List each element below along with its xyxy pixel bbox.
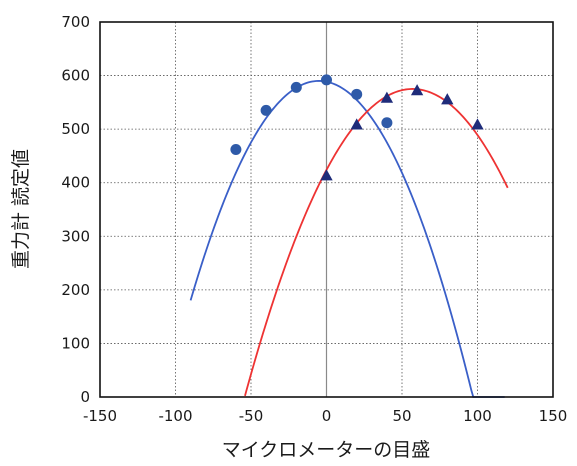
data-point-triangle [441,93,454,105]
x-tick-label: 150 [539,407,568,425]
data-markers [230,74,484,181]
data-point-triangle [350,118,363,130]
y-tick-label: 200 [61,281,90,299]
grid [100,22,553,397]
data-point-triangle [410,84,424,96]
y-axis-title: 重力計 読定値 [10,149,32,269]
x-tick-label: -150 [83,407,117,425]
data-point-circle [321,74,332,86]
data-point-circle [290,81,302,93]
data-point-circle [351,88,363,100]
y-tick-label: 300 [61,227,90,245]
fit-curve-2 [244,88,509,397]
x-axis-title: マイクロメーターの目盛 [222,439,431,461]
x-tick-label: 0 [322,407,332,425]
data-point-triangle [380,91,394,103]
y-tick-label: 400 [61,174,90,192]
y-tick-label: 100 [61,334,90,352]
fit-curve-1 [189,80,505,398]
y-tick-labels: 0 100 200 300 400 500 600 700 [61,13,90,406]
y-tick-label: 600 [61,67,90,85]
fit-curves [189,80,509,398]
y-tick-label: 500 [61,120,90,138]
data-point-triangle [471,118,484,130]
data-point-triangle [320,169,333,181]
x-tick-label: -50 [239,407,264,425]
data-point-circle [381,117,393,129]
data-point-circle [260,104,272,116]
x-tick-label: -100 [158,407,192,425]
y-tick-label: 0 [80,388,90,406]
x-tick-label: 100 [463,407,492,425]
plot-frame [99,21,554,398]
data-point-circle [230,144,242,155]
y-tick-label: 700 [61,13,90,31]
x-tick-label: 50 [392,407,411,425]
x-tick-labels: -150 -100 -50 0 50 100 150 [83,407,567,425]
